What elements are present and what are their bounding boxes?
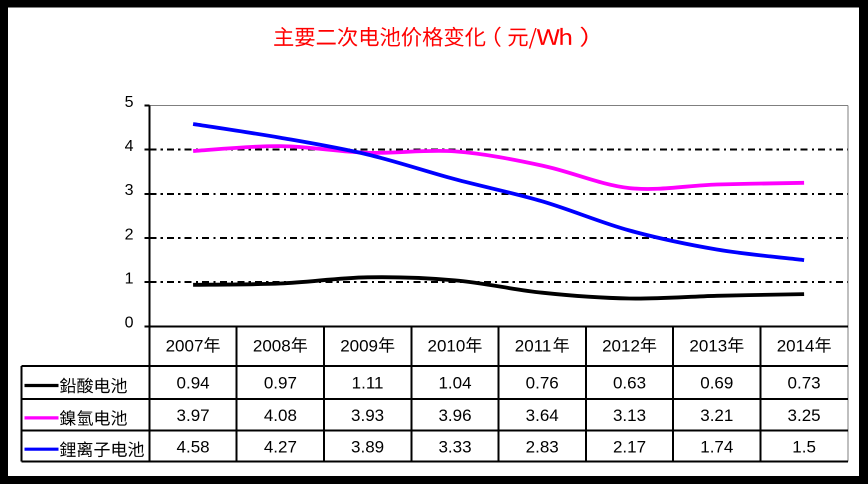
svg-text:2012: 2012 bbox=[602, 336, 640, 355]
svg-text:2011: 2011 bbox=[515, 336, 552, 355]
svg-text:2: 2 bbox=[125, 226, 134, 243]
svg-text:0.63: 0.63 bbox=[613, 374, 646, 393]
svg-text:4.58: 4.58 bbox=[177, 437, 210, 456]
svg-text:0.73: 0.73 bbox=[788, 374, 821, 393]
svg-text:0.97: 0.97 bbox=[264, 374, 297, 393]
svg-text:3.33: 3.33 bbox=[438, 437, 471, 456]
svg-text:2014: 2014 bbox=[777, 336, 815, 355]
svg-text:2010: 2010 bbox=[428, 336, 466, 355]
svg-text:2009: 2009 bbox=[340, 336, 378, 355]
svg-text:2.83: 2.83 bbox=[526, 437, 559, 456]
svg-text:0.69: 0.69 bbox=[700, 374, 733, 393]
svg-text:3.89: 3.89 bbox=[351, 437, 384, 456]
svg-text:3: 3 bbox=[125, 182, 134, 199]
svg-text:2008: 2008 bbox=[253, 336, 291, 355]
svg-text:4: 4 bbox=[125, 138, 134, 155]
svg-text:3.96: 3.96 bbox=[438, 406, 471, 425]
svg-text:0: 0 bbox=[125, 315, 134, 332]
svg-text:4.08: 4.08 bbox=[264, 406, 297, 425]
svg-text:2007: 2007 bbox=[166, 336, 204, 355]
svg-text:1.04: 1.04 bbox=[438, 374, 471, 393]
svg-text:2.17: 2.17 bbox=[613, 437, 646, 456]
svg-text:3.21: 3.21 bbox=[700, 406, 733, 425]
svg-text:1.11: 1.11 bbox=[352, 374, 384, 393]
svg-text:3.93: 3.93 bbox=[351, 406, 384, 425]
svg-text:1.5: 1.5 bbox=[792, 437, 816, 456]
svg-text:3.97: 3.97 bbox=[177, 406, 210, 425]
svg-text:3.25: 3.25 bbox=[788, 406, 821, 425]
svg-text:5: 5 bbox=[125, 94, 134, 111]
svg-text:0.76: 0.76 bbox=[526, 374, 559, 393]
svg-text:2013: 2013 bbox=[689, 336, 727, 355]
svg-text:1: 1 bbox=[125, 270, 134, 287]
svg-text:3.13: 3.13 bbox=[613, 406, 646, 425]
svg-text:3.64: 3.64 bbox=[526, 406, 559, 425]
svg-text:1.74: 1.74 bbox=[700, 437, 733, 456]
svg-text:0.94: 0.94 bbox=[177, 374, 210, 393]
svg-text:4.27: 4.27 bbox=[264, 437, 297, 456]
